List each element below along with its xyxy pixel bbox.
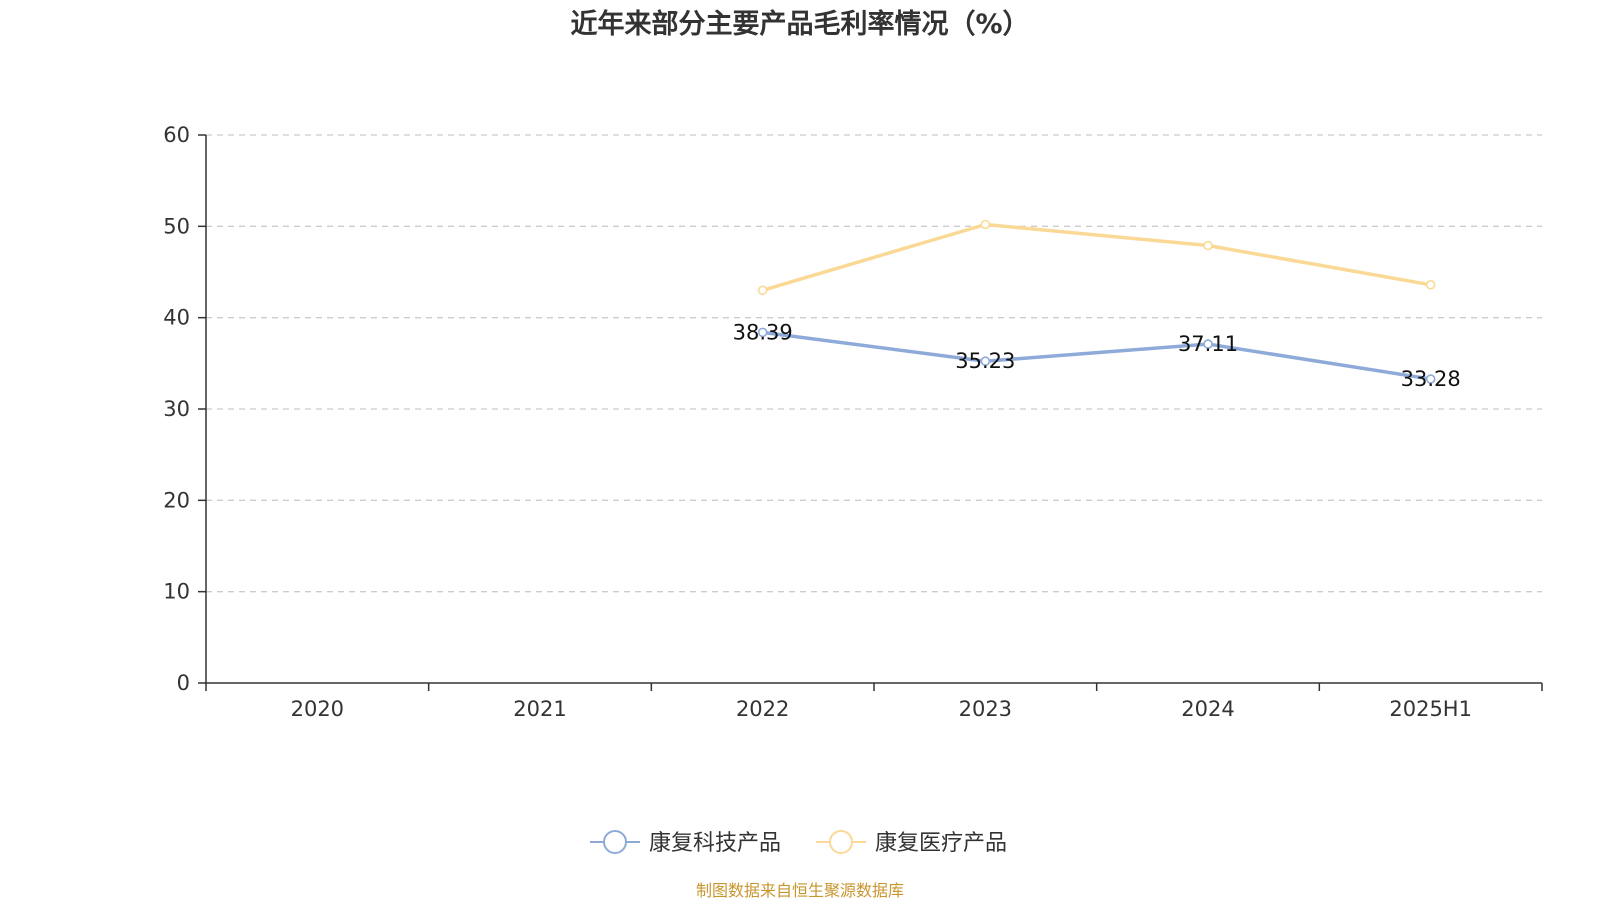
x-tick-label: 2020 [291,697,344,721]
grid-lines [206,134,1542,593]
legend-label: 康复医疗产品 [875,831,1007,856]
data-point [1203,240,1213,251]
y-tick-label: 10 [163,580,190,604]
data-label: 37.11 [1178,332,1238,356]
axes: 0 10 20 30 40 50 60 2020 2021 2022 2023 2024 2025H1 [163,123,1543,721]
series-line-2 [762,222,1431,292]
data-point [1203,339,1213,349]
legend-marker [829,830,853,854]
series-layer [757,219,1436,384]
y-tick-label: 20 [163,488,190,512]
legend-item-2[interactable]: 康复医疗产品 [816,830,1007,856]
x-tick-label: 2023 [959,697,1012,721]
source-note: 制图数据来自恒生聚源数据库 [696,881,904,900]
y-tick-label: 50 [163,214,190,238]
legend-marker [603,830,627,854]
legend[interactable]: 康复科技产品 康复医疗产品 [590,830,1007,856]
x-tick-label: 2021 [513,697,566,721]
data-point [1425,374,1436,384]
x-tick-label: 2024 [1181,697,1234,721]
legend-item-1[interactable]: 康复科技产品 [590,830,781,856]
data-point [757,327,768,338]
chart-title: 近年来部分主要产品毛利率情况（%） [570,8,1029,40]
legend-label: 康复科技产品 [649,831,781,856]
x-tick-label: 2025H1 [1389,697,1472,721]
series-line-1 [762,330,1431,381]
data-label: 35.23 [955,349,1015,373]
x-tick-label: 2022 [736,697,789,721]
data-point [1425,279,1436,290]
data-point [980,356,991,367]
data-label: 38.39 [733,320,793,344]
data-labels: 38.39 35.23 37.11 33.28 [733,320,1461,391]
y-tick-label: 0 [177,671,190,695]
y-tick-label: 30 [163,397,190,421]
data-label: 33.28 [1401,367,1461,391]
y-tick-label: 40 [163,306,190,330]
data-point [757,285,768,296]
data-point [980,219,991,230]
y-tick-label: 60 [163,123,190,147]
